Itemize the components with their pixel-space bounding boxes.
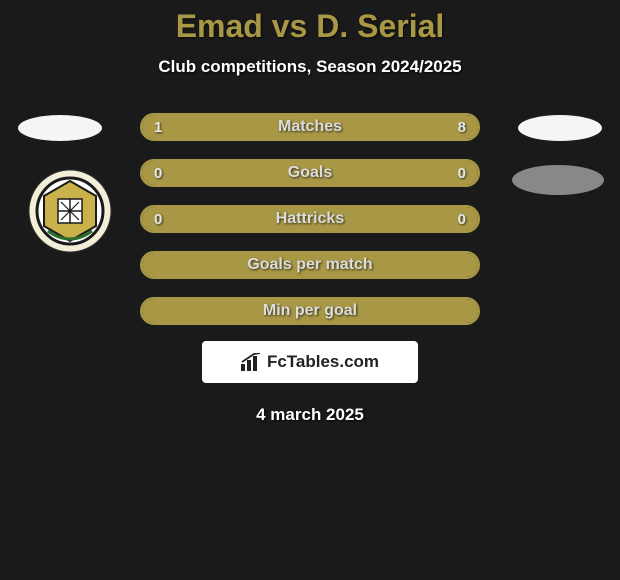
stat-row-matches: 1 Matches 8 bbox=[140, 113, 480, 141]
stat-label: Hattricks bbox=[142, 207, 478, 231]
stat-row-hattricks: 0 Hattricks 0 bbox=[140, 205, 480, 233]
stat-label: Goals per match bbox=[142, 253, 478, 277]
stat-rows: 1 Matches 8 0 Goals 0 0 Hattricks 0 bbox=[140, 113, 480, 325]
stat-label: Goals bbox=[142, 161, 478, 185]
stats-area: 1 Matches 8 0 Goals 0 0 Hattricks 0 bbox=[0, 113, 620, 425]
subtitle: Club competitions, Season 2024/2025 bbox=[0, 57, 620, 77]
stat-value-right: 0 bbox=[458, 161, 466, 185]
player-left-shape bbox=[18, 115, 102, 141]
player-right-shape-2 bbox=[512, 165, 604, 195]
bar-chart-icon bbox=[241, 353, 263, 371]
stat-row-goals: 0 Goals 0 bbox=[140, 159, 480, 187]
watermark-text: FcTables.com bbox=[267, 352, 379, 372]
stat-row-min-per-goal: Min per goal bbox=[140, 297, 480, 325]
date-text: 4 march 2025 bbox=[0, 405, 620, 425]
page-title: Emad vs D. Serial bbox=[0, 8, 620, 45]
stat-value-right: 8 bbox=[458, 115, 466, 139]
player-right-shape bbox=[518, 115, 602, 141]
stat-label: Matches bbox=[142, 115, 478, 139]
club-logo bbox=[28, 169, 112, 253]
stat-value-right: 0 bbox=[458, 207, 466, 231]
stat-row-goals-per-match: Goals per match bbox=[140, 251, 480, 279]
watermark: FcTables.com bbox=[202, 341, 418, 383]
stat-label: Min per goal bbox=[142, 299, 478, 323]
infographic-container: Emad vs D. Serial Club competitions, Sea… bbox=[0, 0, 620, 425]
